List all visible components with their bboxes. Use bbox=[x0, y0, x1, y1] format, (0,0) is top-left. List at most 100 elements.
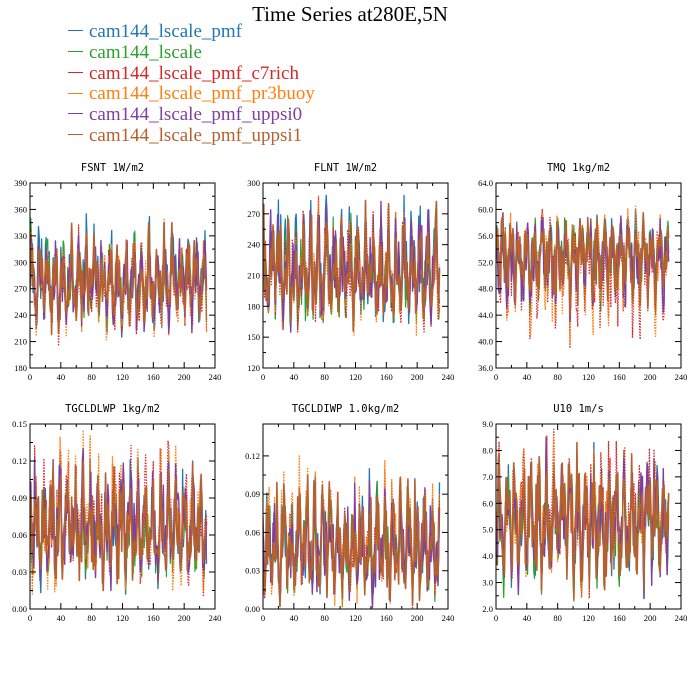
legend-swatch bbox=[68, 71, 83, 73]
y-tick-label: 330 bbox=[14, 231, 27, 241]
y-tick-label: 0.12 bbox=[12, 456, 27, 466]
legend-label: cam144_lscale_pmf bbox=[89, 21, 243, 42]
y-tick-label: 270 bbox=[247, 209, 260, 219]
y-tick-label: 0.15 bbox=[12, 419, 27, 429]
y-tick-label: 0.06 bbox=[12, 530, 27, 540]
y-tick-label: 300 bbox=[247, 178, 260, 188]
legend-label: cam144_lscale bbox=[89, 41, 202, 63]
x-tick-label: 200 bbox=[178, 613, 191, 623]
x-tick-label: 80 bbox=[320, 372, 329, 382]
x-tick-label: 0 bbox=[494, 613, 498, 623]
series-line bbox=[30, 221, 208, 347]
x-tick-label: 160 bbox=[147, 372, 160, 382]
y-tick-label: 5.0 bbox=[482, 525, 493, 535]
y-tick-label: 240 bbox=[14, 310, 27, 320]
legend-label: cam144_lscale_pmf_uppsi1 bbox=[89, 124, 303, 146]
x-tick-label: 0 bbox=[28, 372, 32, 382]
x-tick-label: 120 bbox=[349, 613, 362, 623]
y-tick-label: 270 bbox=[14, 284, 27, 294]
x-tick-label: 240 bbox=[675, 372, 688, 382]
legend-entry: cam144_lscale_pmf bbox=[68, 21, 315, 43]
y-tick-label: 2.0 bbox=[482, 604, 493, 614]
x-tick-label: 160 bbox=[380, 372, 393, 382]
x-tick-label: 0 bbox=[261, 372, 265, 382]
chart-panel: TGCLDIWP 1.0kg/m2 0 40 80 120 160 200 240 0.00 0.… bbox=[245, 403, 454, 623]
chart-panel: FLNT 1W/m2 0 40 80 120 160 200 240 120 150 180 210 2… bbox=[247, 162, 454, 382]
panel-title: FLNT 1W/m2 bbox=[314, 162, 377, 174]
y-tick-label: 0.03 bbox=[245, 566, 260, 576]
legend-entry: cam144_lscale_pmf_uppsi0 bbox=[68, 104, 315, 126]
y-tick-label: 60.0 bbox=[478, 204, 493, 214]
series-line bbox=[263, 474, 441, 608]
panel-title: U10 1m/s bbox=[553, 403, 604, 415]
x-tick-label: 160 bbox=[380, 613, 393, 623]
x-tick-label: 40 bbox=[57, 372, 66, 382]
y-tick-label: 240 bbox=[247, 240, 260, 250]
legend-swatch bbox=[68, 134, 83, 136]
y-tick-label: 300 bbox=[14, 257, 27, 267]
x-tick-label: 240 bbox=[442, 613, 455, 623]
series-line bbox=[263, 199, 441, 332]
x-tick-label: 200 bbox=[644, 613, 657, 623]
legend-label: cam144_lscale_pmf_c7rich bbox=[89, 62, 299, 84]
chart-panel: U10 1m/s 0 40 80 120 160 200 240 2.0 3.0 4.0 5.0 6.0… bbox=[482, 403, 687, 623]
series-line bbox=[496, 441, 670, 600]
legend-entry: cam144_lscale_pmf_c7rich bbox=[68, 62, 315, 85]
x-tick-label: 120 bbox=[116, 613, 129, 623]
y-tick-label: 64.0 bbox=[478, 178, 493, 188]
legend-label: cam144_lscale_pmf_pr3buoy bbox=[89, 83, 315, 105]
x-tick-label: 240 bbox=[209, 613, 222, 623]
series-line bbox=[30, 460, 208, 592]
legend-entry: cam144_lscale_pmf_uppsi1 bbox=[68, 124, 315, 147]
legend-swatch bbox=[68, 50, 83, 52]
legend-entry: cam144_lscale bbox=[68, 41, 315, 64]
y-tick-label: 120 bbox=[247, 363, 260, 373]
chart-panel: TMQ 1kg/m2 0 40 80 120 160 200 240 36.0 40.0 44.0 4… bbox=[478, 162, 687, 382]
x-tick-label: 80 bbox=[320, 613, 329, 623]
y-tick-label: 0.00 bbox=[12, 604, 27, 614]
panel-title: TGCLDIWP 1.0kg/m2 bbox=[292, 403, 399, 415]
y-tick-label: 210 bbox=[247, 271, 260, 281]
y-tick-label: 150 bbox=[247, 332, 260, 342]
x-tick-label: 240 bbox=[442, 372, 455, 382]
y-tick-label: 56.0 bbox=[478, 231, 493, 241]
y-tick-label: 0.09 bbox=[245, 489, 260, 499]
x-tick-label: 40 bbox=[523, 613, 532, 623]
y-tick-label: 40.0 bbox=[478, 337, 493, 347]
x-tick-label: 240 bbox=[209, 372, 222, 382]
y-tick-label: 180 bbox=[14, 363, 27, 373]
x-tick-label: 200 bbox=[644, 372, 657, 382]
y-tick-label: 36.0 bbox=[478, 363, 493, 373]
y-tick-label: 390 bbox=[14, 178, 27, 188]
figure-title: Time Series at280E,5N bbox=[252, 2, 448, 26]
x-tick-label: 120 bbox=[116, 372, 129, 382]
panel-title: FSNT 1W/m2 bbox=[81, 162, 144, 174]
y-tick-label: 7.0 bbox=[482, 472, 493, 482]
y-tick-label: 3.0 bbox=[482, 578, 493, 588]
x-tick-label: 80 bbox=[553, 372, 562, 382]
legend-swatch bbox=[68, 30, 83, 32]
x-tick-label: 160 bbox=[147, 613, 160, 623]
x-tick-label: 0 bbox=[261, 613, 265, 623]
y-tick-label: 9.0 bbox=[482, 419, 493, 429]
y-tick-label: 52.0 bbox=[478, 257, 493, 267]
y-tick-label: 8.0 bbox=[482, 445, 493, 455]
panel-title: TMQ 1kg/m2 bbox=[547, 162, 610, 174]
y-tick-label: 210 bbox=[14, 337, 27, 347]
x-tick-label: 40 bbox=[290, 372, 299, 382]
x-tick-label: 200 bbox=[411, 613, 424, 623]
legend-swatch bbox=[68, 113, 83, 115]
series-line bbox=[30, 221, 208, 336]
chart-panel: FSNT 1W/m2 0 40 80 120 160 200 240 180 210 240 270 3… bbox=[14, 162, 221, 382]
x-tick-label: 160 bbox=[613, 613, 626, 623]
chart-panel: TGCLDLWP 1kg/m2 0 40 80 120 160 200 240 0.00 0.03… bbox=[12, 403, 221, 623]
x-tick-label: 40 bbox=[290, 613, 299, 623]
y-tick-label: 360 bbox=[14, 204, 27, 214]
x-tick-label: 40 bbox=[523, 372, 532, 382]
legend-swatch bbox=[68, 92, 83, 94]
y-tick-label: 0.12 bbox=[245, 451, 260, 461]
x-tick-label: 120 bbox=[582, 372, 595, 382]
y-tick-label: 4.0 bbox=[482, 551, 493, 561]
x-tick-label: 120 bbox=[582, 613, 595, 623]
legend-label: cam144_lscale_pmf_uppsi0 bbox=[89, 104, 303, 126]
